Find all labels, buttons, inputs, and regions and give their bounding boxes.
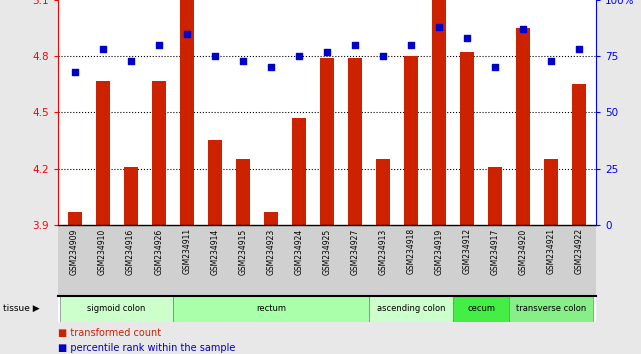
- Text: GSM234912: GSM234912: [463, 228, 472, 274]
- Point: [406, 42, 416, 48]
- Text: GSM234927: GSM234927: [351, 228, 360, 275]
- Bar: [292, 118, 306, 225]
- Bar: [516, 28, 530, 225]
- Point: [294, 53, 304, 59]
- Bar: [509, 296, 594, 322]
- Text: GSM234911: GSM234911: [182, 228, 191, 274]
- Text: GSM234916: GSM234916: [126, 228, 135, 275]
- Point: [265, 64, 276, 70]
- Text: ■ transformed count: ■ transformed count: [58, 328, 161, 338]
- Point: [126, 58, 136, 63]
- Text: GSM234909: GSM234909: [70, 228, 79, 275]
- Text: ascending colon: ascending colon: [377, 304, 445, 313]
- Point: [546, 58, 556, 63]
- Text: GSM234924: GSM234924: [294, 228, 303, 275]
- Text: GSM234920: GSM234920: [519, 228, 528, 275]
- Point: [69, 69, 79, 75]
- Bar: [172, 296, 369, 322]
- Point: [97, 47, 108, 52]
- Text: GSM234914: GSM234914: [210, 228, 219, 275]
- Text: GSM234925: GSM234925: [322, 228, 331, 275]
- Text: GSM234913: GSM234913: [378, 228, 388, 275]
- Bar: [432, 0, 446, 225]
- Text: sigmoid colon: sigmoid colon: [87, 304, 146, 313]
- Point: [350, 42, 360, 48]
- Point: [322, 49, 332, 55]
- Text: tissue ▶: tissue ▶: [3, 304, 40, 313]
- Point: [462, 35, 472, 41]
- Text: GSM234917: GSM234917: [490, 228, 500, 275]
- Text: GSM234915: GSM234915: [238, 228, 247, 275]
- Text: transverse colon: transverse colon: [516, 304, 587, 313]
- Bar: [152, 81, 165, 225]
- Bar: [67, 212, 81, 225]
- Bar: [124, 167, 138, 225]
- Bar: [376, 159, 390, 225]
- Text: GSM234922: GSM234922: [575, 228, 584, 274]
- Bar: [572, 84, 587, 225]
- Point: [153, 42, 163, 48]
- Bar: [96, 81, 110, 225]
- Text: GSM234919: GSM234919: [435, 228, 444, 275]
- Text: cecum: cecum: [467, 304, 495, 313]
- Text: GSM234921: GSM234921: [547, 228, 556, 274]
- Bar: [404, 56, 418, 225]
- Point: [238, 58, 248, 63]
- Text: GSM234923: GSM234923: [266, 228, 276, 275]
- Bar: [453, 296, 509, 322]
- Bar: [460, 52, 474, 225]
- Bar: [179, 0, 194, 225]
- Text: ■ percentile rank within the sample: ■ percentile rank within the sample: [58, 343, 235, 353]
- Point: [181, 31, 192, 36]
- Point: [378, 53, 388, 59]
- Bar: [236, 159, 250, 225]
- Bar: [60, 296, 172, 322]
- Text: GSM234926: GSM234926: [154, 228, 163, 275]
- Bar: [320, 58, 334, 225]
- Point: [210, 53, 220, 59]
- Point: [490, 64, 501, 70]
- Bar: [264, 212, 278, 225]
- Bar: [544, 159, 558, 225]
- Bar: [369, 296, 453, 322]
- Point: [518, 27, 528, 32]
- Point: [434, 24, 444, 30]
- Bar: [208, 141, 222, 225]
- Text: rectum: rectum: [256, 304, 286, 313]
- Text: GSM234910: GSM234910: [98, 228, 107, 275]
- Bar: [348, 58, 362, 225]
- Bar: [488, 167, 502, 225]
- Text: GSM234918: GSM234918: [406, 228, 415, 274]
- Point: [574, 47, 585, 52]
